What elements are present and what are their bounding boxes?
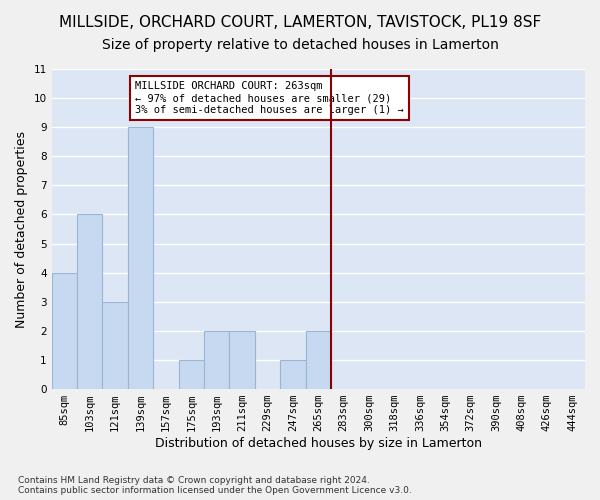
Bar [128, 127, 153, 389]
Text: MILLSIDE, ORCHARD COURT, LAMERTON, TAVISTOCK, PL19 8SF: MILLSIDE, ORCHARD COURT, LAMERTON, TAVIS… [59, 15, 541, 30]
Bar [280, 360, 305, 389]
X-axis label: Distribution of detached houses by size in Lamerton: Distribution of detached houses by size … [155, 437, 482, 450]
Bar [77, 214, 103, 389]
Y-axis label: Number of detached properties: Number of detached properties [15, 130, 28, 328]
Bar [305, 331, 331, 389]
Bar [179, 360, 204, 389]
Bar [52, 272, 77, 389]
Text: Contains HM Land Registry data © Crown copyright and database right 2024.
Contai: Contains HM Land Registry data © Crown c… [18, 476, 412, 495]
Bar [204, 331, 229, 389]
Bar [229, 331, 255, 389]
Text: Size of property relative to detached houses in Lamerton: Size of property relative to detached ho… [101, 38, 499, 52]
Bar [103, 302, 128, 389]
Text: MILLSIDE ORCHARD COURT: 263sqm
← 97% of detached houses are smaller (29)
3% of s: MILLSIDE ORCHARD COURT: 263sqm ← 97% of … [136, 82, 404, 114]
